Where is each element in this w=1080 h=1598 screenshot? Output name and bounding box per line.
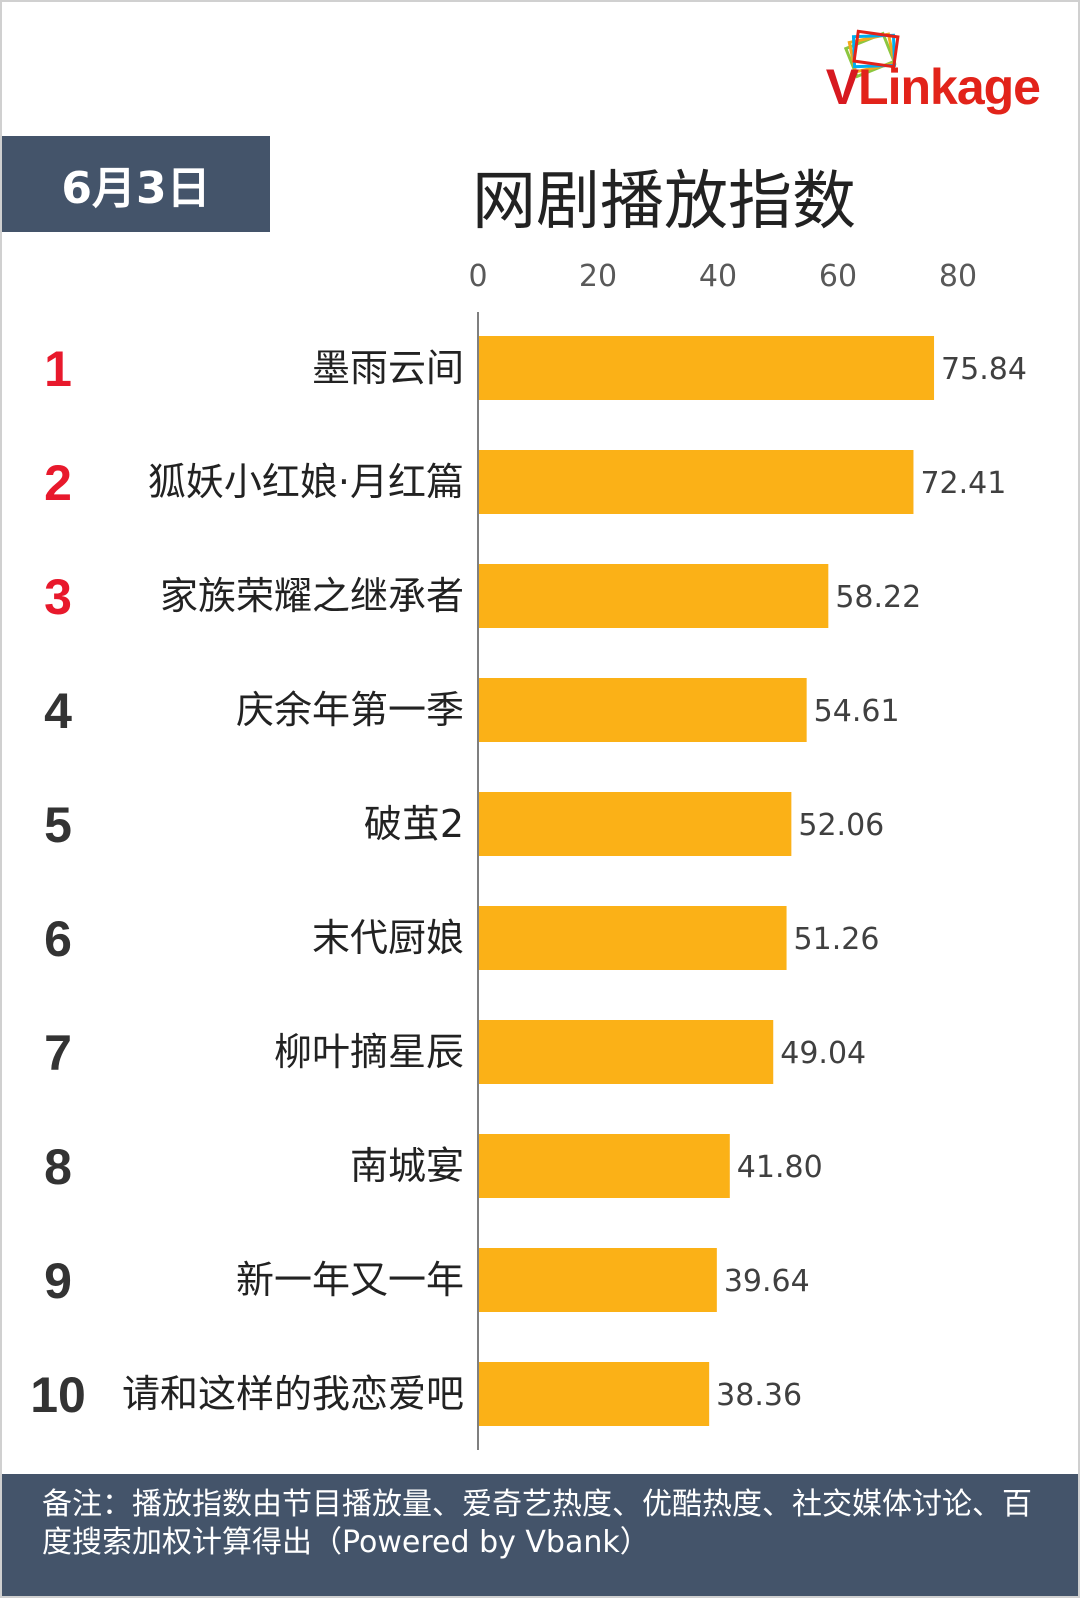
bar [479,336,935,400]
rank-label: 1 [44,341,72,397]
bar [479,792,792,856]
x-tick-label: 0 [468,259,487,294]
category-label: 新一年又一年 [236,1258,464,1302]
category-label: 柳叶摘星辰 [274,1030,464,1074]
data-label: 49.04 [780,1036,866,1071]
data-label: 41.80 [737,1150,823,1185]
category-label: 家族荣耀之继承者 [160,574,464,618]
category-label: 庆余年第一季 [236,688,464,732]
x-tick-label: 60 [819,259,857,294]
bar [479,1248,717,1312]
rank-label: 9 [44,1253,72,1309]
data-label: 52.06 [798,808,884,843]
bar [479,1362,710,1426]
bar [479,1134,730,1198]
rank-label: 4 [44,683,72,739]
data-label: 75.84 [941,352,1027,387]
data-label: 72.41 [920,466,1006,501]
chart-title: 网剧播放指数 [472,165,856,239]
x-tick-label: 20 [579,259,617,294]
data-label: 58.22 [835,580,921,615]
date-label: 6月3日 [2,136,270,232]
category-label: 南城宴 [350,1144,464,1188]
rank-label: 3 [44,569,72,625]
logo-cards-icon [843,29,900,79]
rank-label: 8 [44,1139,72,1195]
bar [479,450,914,514]
footer-note: 备注：播放指数由节目播放量、爱奇艺热度、优酷热度、社交媒体讨论、百度搜索加权计算… [2,1474,1078,1596]
bar [479,906,787,970]
rank-label: 5 [44,797,72,853]
data-label: 38.36 [716,1378,802,1413]
x-tick-label: 80 [939,259,977,294]
category-label: 墨雨云间 [312,346,464,390]
rank-label: 6 [44,911,72,967]
data-label: 54.61 [814,694,900,729]
rank-label: 7 [44,1025,72,1081]
data-label: 39.64 [724,1264,810,1299]
bar [479,1020,774,1084]
rank-label: 2 [44,455,72,511]
category-label: 破茧2 [364,802,464,846]
bar [479,678,807,742]
category-label: 狐妖小红娘·月红篇 [148,460,464,504]
vlinkage-logo: VLinkage [780,28,1041,118]
category-label: 末代厨娘 [312,916,464,960]
rank-label: 10 [30,1367,86,1423]
logo-text: VLinkage [825,59,1041,115]
category-label: 请和这样的我恋爱吧 [122,1372,464,1416]
bar [479,564,829,628]
x-tick-label: 40 [699,259,737,294]
bar-chart: 0 20 40 60 80 75.84 墨雨云间 1 72.41 狐妖小红娘·月红篇 2 58.22 家… [30,259,1027,1450]
data-label: 51.26 [794,922,880,957]
